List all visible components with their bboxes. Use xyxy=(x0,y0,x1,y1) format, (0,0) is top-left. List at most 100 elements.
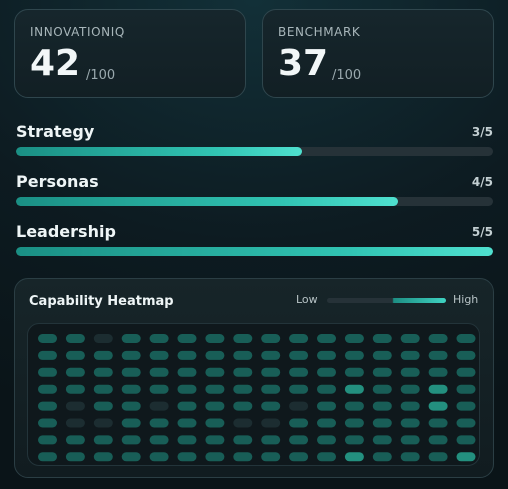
heatmap-cell xyxy=(177,401,197,411)
heatmap-cell xyxy=(261,367,281,377)
heatmap-cell xyxy=(289,418,309,428)
heatmap-cell xyxy=(261,435,281,445)
heatmap-cell xyxy=(344,334,364,343)
heatmap-cell xyxy=(400,350,420,360)
heatmap-cell xyxy=(65,452,85,462)
heatmap-cell xyxy=(93,334,113,343)
heatmap-title: Capability Heatmap xyxy=(29,294,174,309)
heatmap-cell xyxy=(65,367,85,377)
heatmap-cell xyxy=(317,334,336,343)
heatmap-cell xyxy=(149,350,169,360)
heatmap-cell xyxy=(149,384,169,394)
heatmap-cell xyxy=(121,435,141,445)
metric-leadership-score: 5/5 xyxy=(471,225,493,239)
heatmap-cell xyxy=(400,418,420,428)
heatmap-cell xyxy=(344,452,364,462)
heatmap-cell xyxy=(38,334,57,343)
heatmap-cell xyxy=(205,384,225,394)
metric-strategy-name: Strategy xyxy=(16,122,95,141)
heatmap-grid xyxy=(38,334,476,462)
heatmap-cell xyxy=(428,350,448,360)
heatmap-cell xyxy=(344,401,364,411)
heatmap-cell xyxy=(261,401,281,411)
heatmap-cell xyxy=(400,384,420,394)
heatmap-cell xyxy=(149,401,169,411)
heatmap-cell xyxy=(428,418,448,428)
heatmap-cell xyxy=(149,452,169,462)
benchmark-card: BENCHMARK 37 /100 xyxy=(262,9,494,98)
heatmap-cell xyxy=(261,418,281,428)
heatmap-cell xyxy=(149,435,169,445)
heatmap-cell xyxy=(121,350,141,360)
heatmap-cell xyxy=(344,418,364,428)
metric-leadership-track xyxy=(16,247,493,256)
heatmap-cell xyxy=(233,350,253,360)
heatmap-cell xyxy=(233,435,253,445)
heatmap-cell xyxy=(344,367,364,377)
heatmap-cell xyxy=(233,384,253,394)
heatmap-cell xyxy=(317,435,336,445)
heatmap-cell xyxy=(65,418,85,428)
heatmap-cell xyxy=(261,334,281,343)
heatmap-cell xyxy=(205,334,225,343)
heatmap-cell xyxy=(38,367,57,377)
heatmap-cell xyxy=(205,452,225,462)
heatmap-cell xyxy=(372,384,392,394)
metric-leadership: Leadership 5/5 xyxy=(16,222,493,262)
heatmap-cell xyxy=(400,452,420,462)
heatmap-cell xyxy=(177,418,197,428)
innovationiq-value: 42 xyxy=(30,43,81,84)
heatmap-cell xyxy=(121,418,141,428)
heatmap-cell xyxy=(205,418,225,428)
heatmap-cell xyxy=(317,401,336,411)
heatmap-cell xyxy=(177,334,197,343)
heatmap-cell xyxy=(149,367,169,377)
heatmap-cell xyxy=(121,384,141,394)
heatmap-cell xyxy=(65,435,85,445)
heatmap-cell xyxy=(177,350,197,360)
heatmap-cell xyxy=(428,401,448,411)
metric-leadership-fill xyxy=(16,247,493,256)
heatmap-cell xyxy=(121,334,141,343)
heatmap-cell xyxy=(289,384,309,394)
heatmap-cell xyxy=(372,452,392,462)
heatmap-cell xyxy=(344,435,364,445)
heatmap-cell xyxy=(38,435,57,445)
heatmap-cell xyxy=(261,452,281,462)
heatmap-cell xyxy=(428,367,448,377)
benchmark-max: /100 xyxy=(332,68,362,83)
heatmap-cell xyxy=(233,452,253,462)
heatmap-cell xyxy=(38,384,57,394)
metric-personas-track xyxy=(16,197,493,206)
heatmap-cell xyxy=(233,401,253,411)
heatmap-cell xyxy=(289,401,309,411)
heatmap-cell xyxy=(400,401,420,411)
heatmap-cell xyxy=(372,350,392,360)
heatmap-cell xyxy=(400,334,420,343)
heatmap-cell xyxy=(38,401,57,411)
benchmark-value: 37 xyxy=(278,43,329,84)
heatmap-cell xyxy=(38,452,57,462)
heatmap-cell xyxy=(149,334,169,343)
heatmap-cell xyxy=(205,350,225,360)
heatmap-cell xyxy=(317,384,336,394)
metric-personas: Personas 4/5 xyxy=(16,172,493,212)
heatmap-cell xyxy=(65,384,85,394)
heatmap-cell xyxy=(289,435,309,445)
innovationiq-max: /100 xyxy=(86,68,116,83)
heatmap-cell xyxy=(372,334,392,343)
metric-personas-name: Personas xyxy=(16,172,99,191)
heatmap-cell xyxy=(456,435,476,445)
heatmap-cell xyxy=(233,367,253,377)
heatmap-cell xyxy=(93,384,113,394)
heatmap-cell xyxy=(456,334,476,343)
heatmap-cell xyxy=(205,435,225,445)
metric-personas-score: 4/5 xyxy=(471,175,493,189)
heatmap-cell xyxy=(93,435,113,445)
heatmap-cell xyxy=(456,452,476,462)
capability-heatmap-card: Capability Heatmap Low High xyxy=(14,278,494,478)
heatmap-cell xyxy=(121,367,141,377)
heatmap-cell xyxy=(289,334,309,343)
legend-low-label: Low xyxy=(296,293,318,306)
benchmark-label: BENCHMARK xyxy=(278,25,361,39)
